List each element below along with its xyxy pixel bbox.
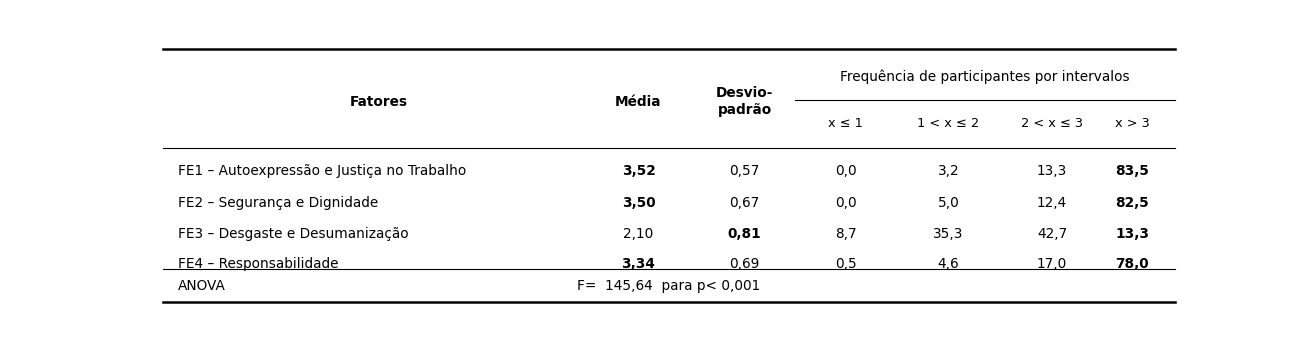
Text: Frequência de participantes por intervalos: Frequência de participantes por interval…: [840, 69, 1130, 84]
Text: 13,3: 13,3: [1114, 227, 1148, 241]
Text: x > 3: x > 3: [1114, 118, 1150, 131]
Text: Fatores: Fatores: [350, 95, 408, 109]
Text: 42,7: 42,7: [1037, 227, 1067, 241]
Text: FE3 – Desgaste e Desumanização: FE3 – Desgaste e Desumanização: [179, 227, 408, 241]
Text: 3,52: 3,52: [621, 165, 655, 179]
Text: ANOVA: ANOVA: [179, 279, 226, 293]
Text: 0,5: 0,5: [835, 257, 856, 271]
Text: 12,4: 12,4: [1037, 196, 1067, 210]
Text: 0,0: 0,0: [835, 165, 856, 179]
Text: 2,10: 2,10: [624, 227, 654, 241]
Text: Média: Média: [615, 95, 662, 109]
Text: FE2 – Segurança e Dignidade: FE2 – Segurança e Dignidade: [179, 196, 378, 210]
Text: 82,5: 82,5: [1116, 196, 1148, 210]
Text: 0,81: 0,81: [728, 227, 762, 241]
Text: 8,7: 8,7: [835, 227, 856, 241]
Text: FE4 – Responsabilidade: FE4 – Responsabilidade: [179, 257, 339, 271]
Text: 17,0: 17,0: [1037, 257, 1067, 271]
Text: 0,69: 0,69: [729, 257, 760, 271]
Text: 0,67: 0,67: [729, 196, 760, 210]
Text: 3,50: 3,50: [621, 196, 655, 210]
Text: x ≤ 1: x ≤ 1: [829, 118, 863, 131]
Text: 1 < x ≤ 2: 1 < x ≤ 2: [917, 118, 980, 131]
Text: 13,3: 13,3: [1037, 165, 1067, 179]
Text: 83,5: 83,5: [1114, 165, 1148, 179]
Text: 78,0: 78,0: [1116, 257, 1148, 271]
Text: 3,2: 3,2: [938, 165, 959, 179]
Text: 2 < x ≤ 3: 2 < x ≤ 3: [1021, 118, 1083, 131]
Text: Desvio-
padrão: Desvio- padrão: [716, 86, 774, 117]
Text: 5,0: 5,0: [937, 196, 959, 210]
Text: 35,3: 35,3: [933, 227, 963, 241]
Text: FE1 – Autoexpressão e Justiça no Trabalho: FE1 – Autoexpressão e Justiça no Trabalh…: [179, 165, 467, 179]
Text: 0,0: 0,0: [835, 196, 856, 210]
Text: F=  145,64  para p< 0,001: F= 145,64 para p< 0,001: [577, 279, 761, 293]
Text: 0,57: 0,57: [729, 165, 760, 179]
Text: 4,6: 4,6: [938, 257, 959, 271]
Text: 3,34: 3,34: [621, 257, 655, 271]
